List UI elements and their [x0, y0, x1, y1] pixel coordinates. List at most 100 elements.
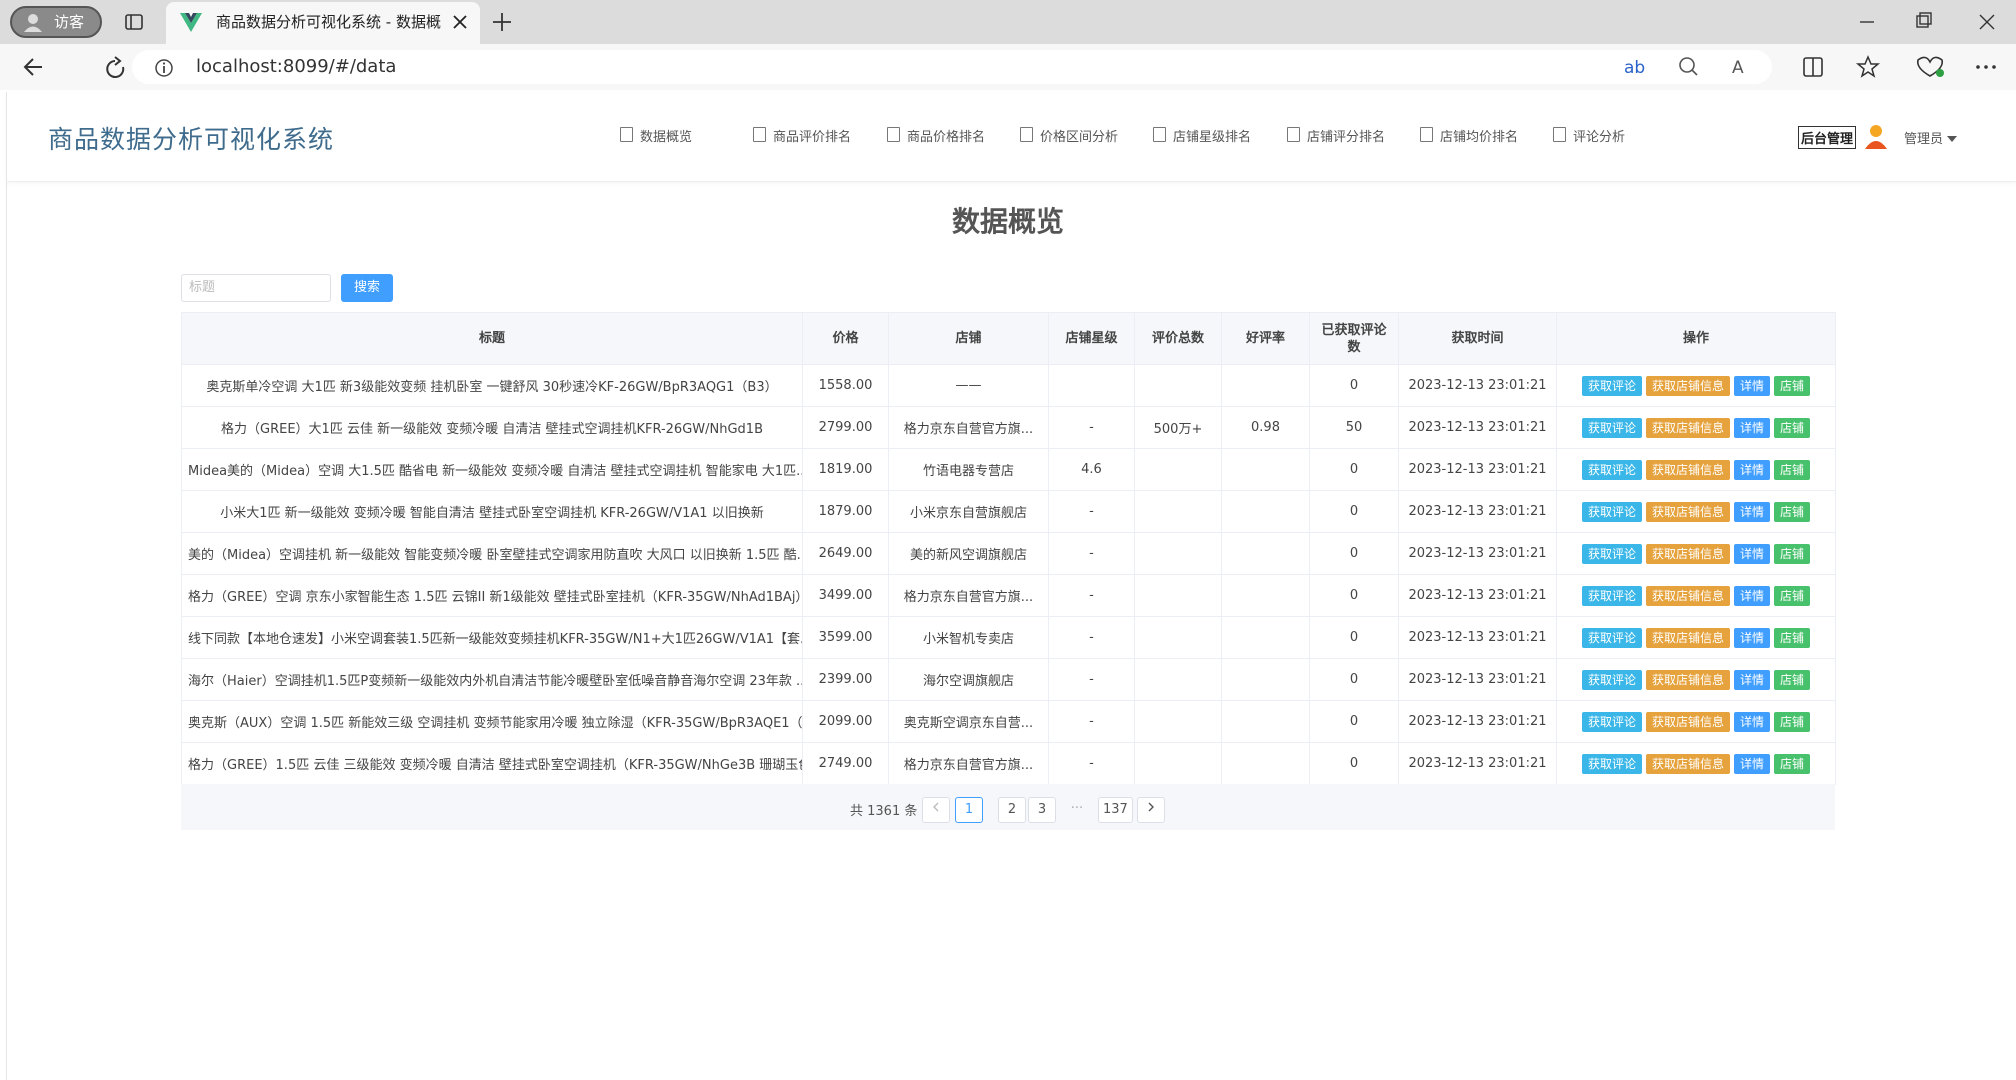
address-field[interactable]: localhost:8099/#/data [132, 50, 1772, 84]
action-button[interactable]: 获取店铺信息 [1645, 417, 1730, 438]
action-button[interactable]: 店铺 [1774, 543, 1811, 564]
action-button[interactable]: 获取评论 [1581, 669, 1642, 690]
page-button[interactable]: 2 [998, 797, 1026, 823]
action-button[interactable]: 获取店铺信息 [1645, 711, 1730, 732]
action-button[interactable]: 获取评论 [1581, 753, 1642, 774]
action-button[interactable]: 店铺 [1774, 501, 1811, 522]
table-cell: 2749.00 [802, 742, 889, 785]
action-button[interactable]: 详情 [1734, 627, 1771, 648]
action-button[interactable]: 获取店铺信息 [1645, 627, 1730, 648]
action-button[interactable]: 店铺 [1774, 627, 1811, 648]
table-cell [1221, 574, 1310, 617]
action-button[interactable]: 店铺 [1774, 417, 1811, 438]
table-cell: 1819.00 [802, 448, 889, 491]
action-button[interactable]: 获取店铺信息 [1645, 753, 1730, 774]
action-button[interactable]: 店铺 [1774, 669, 1811, 690]
action-button[interactable]: 获取评论 [1581, 375, 1642, 396]
action-button[interactable]: 获取店铺信息 [1645, 543, 1730, 564]
action-button[interactable]: 获取店铺信息 [1645, 501, 1730, 522]
table-row: 格力（GREE）空调 京东小家智能生态 1.5匹 云锦II 新1级能效 壁挂式卧… [181, 574, 1836, 617]
search-button[interactable]: 搜索 [341, 274, 393, 302]
navigation-buttons[interactable] [22, 54, 222, 80]
table-cell: 海尔空调旗舰店 [888, 658, 1049, 701]
table-cell: 奥克斯（AUX）空调 1.5匹 新能效三级 空调挂机 变频节能家用冷暖 独立除湿… [181, 700, 803, 743]
table-cell [1134, 658, 1222, 701]
tab-actions-icon[interactable] [124, 12, 144, 32]
nav-item[interactable]: 商品价格排名 [887, 126, 985, 145]
action-button[interactable]: 店铺 [1774, 375, 1811, 396]
action-button[interactable]: 店铺 [1774, 711, 1811, 732]
table-cell: 2023-12-13 23:01:21 [1398, 448, 1557, 491]
actions-cell: 获取评论 获取店铺信息 详情 店铺 [1556, 574, 1836, 617]
action-button[interactable]: 详情 [1734, 543, 1771, 564]
prev-page-button[interactable] [922, 797, 950, 823]
page-button[interactable]: 137 [1098, 797, 1133, 823]
nav-item[interactable]: 商品评价排名 [753, 126, 851, 145]
table-cell: 竹语电器专营店 [888, 448, 1049, 491]
page-button[interactable]: 1 [955, 797, 983, 823]
page-button[interactable]: 3 [1028, 797, 1056, 823]
nav-item[interactable]: 价格区间分析 [1020, 126, 1118, 145]
table-cell: 2023-12-13 23:01:21 [1398, 490, 1557, 533]
actions-cell: 获取评论 获取店铺信息 详情 店铺 [1556, 700, 1836, 743]
table-cell: 2099.00 [802, 700, 889, 743]
action-button[interactable]: 详情 [1734, 669, 1771, 690]
nav-item[interactable]: 店铺评分排名 [1287, 126, 1385, 145]
action-button[interactable]: 获取评论 [1581, 501, 1642, 522]
close-tab-icon[interactable] [450, 12, 470, 32]
actions-cell: 获取评论 获取店铺信息 详情 店铺 [1556, 448, 1836, 491]
action-button[interactable]: 详情 [1734, 375, 1771, 396]
browser-tab[interactable]: 商品数据分析可视化系统 - 数据概 [166, 2, 480, 44]
browser-toolbar-icons[interactable]: ab A [1620, 54, 2000, 80]
action-button[interactable]: 获取店铺信息 [1645, 459, 1730, 480]
site-info-icon[interactable] [154, 58, 174, 78]
action-button[interactable]: 获取评论 [1581, 459, 1642, 480]
user-avatar[interactable] [1864, 123, 1888, 149]
table-cell: 2023-12-13 23:01:21 [1398, 532, 1557, 575]
action-button[interactable]: 获取评论 [1581, 417, 1642, 438]
profile-button[interactable]: 访客 [10, 6, 102, 38]
new-tab-icon[interactable] [490, 10, 514, 34]
table-cell: 2023-12-13 23:01:21 [1398, 742, 1557, 785]
action-button[interactable]: 获取评论 [1581, 711, 1642, 732]
action-button[interactable]: 获取评论 [1581, 543, 1642, 564]
action-button[interactable]: 店铺 [1774, 753, 1811, 774]
table-cell: 2023-12-13 23:01:21 [1398, 364, 1557, 407]
table-cell [1134, 616, 1222, 659]
table-cell: 0 [1309, 364, 1399, 407]
column-header: 好评率 [1221, 312, 1310, 365]
nav-item[interactable]: 评论分析 [1553, 126, 1625, 145]
actions-cell: 获取评论 获取店铺信息 详情 店铺 [1556, 406, 1836, 449]
table-row: 奥克斯（AUX）空调 1.5匹 新能效三级 空调挂机 变频节能家用冷暖 独立除湿… [181, 700, 1836, 743]
action-button[interactable]: 获取评论 [1581, 627, 1642, 648]
user-menu[interactable]: 管理员 [1904, 128, 1958, 147]
window-controls[interactable] [1850, 8, 2010, 36]
action-button[interactable]: 店铺 [1774, 459, 1811, 480]
table-cell: 小米大1匹 新一级能效 变频冷暖 智能自清洁 壁挂式卧室空调挂机 KFR-26G… [181, 490, 803, 533]
page-button[interactable]: ··· [1070, 801, 1084, 816]
nav-item[interactable]: 店铺均价排名 [1420, 126, 1518, 145]
nav-item[interactable]: 店铺星级排名 [1153, 126, 1251, 145]
table-cell: 2023-12-13 23:01:21 [1398, 700, 1557, 743]
table-cell: 2023-12-13 23:01:21 [1398, 574, 1557, 617]
app-title[interactable]: 商品数据分析可视化系统 [48, 125, 335, 154]
action-button[interactable]: 获取店铺信息 [1645, 669, 1730, 690]
action-button[interactable]: 获取店铺信息 [1645, 585, 1730, 606]
table-cell: 2649.00 [802, 532, 889, 575]
next-page-button[interactable] [1137, 797, 1165, 823]
action-button[interactable]: 详情 [1734, 501, 1771, 522]
action-button[interactable]: 获取评论 [1581, 585, 1642, 606]
table-cell: 500万+ [1134, 406, 1222, 449]
action-button[interactable]: 详情 [1734, 459, 1771, 480]
action-button[interactable]: 详情 [1734, 585, 1771, 606]
action-button[interactable]: 获取店铺信息 [1645, 375, 1730, 396]
search-input[interactable]: 标题 [181, 274, 331, 302]
action-button[interactable]: 详情 [1734, 417, 1771, 438]
header-row: 标题 价格 店铺 店铺星级 评价总数 好评率 已获取评论数 获取时间 操作 [181, 312, 1836, 365]
action-button[interactable]: 店铺 [1774, 585, 1811, 606]
column-header: 评价总数 [1134, 312, 1222, 365]
action-button[interactable]: 详情 [1734, 753, 1771, 774]
nav-item[interactable]: 数据概览 [620, 126, 692, 145]
action-button[interactable]: 详情 [1734, 711, 1771, 732]
admin-link[interactable]: 后台管理 [1798, 126, 1857, 149]
